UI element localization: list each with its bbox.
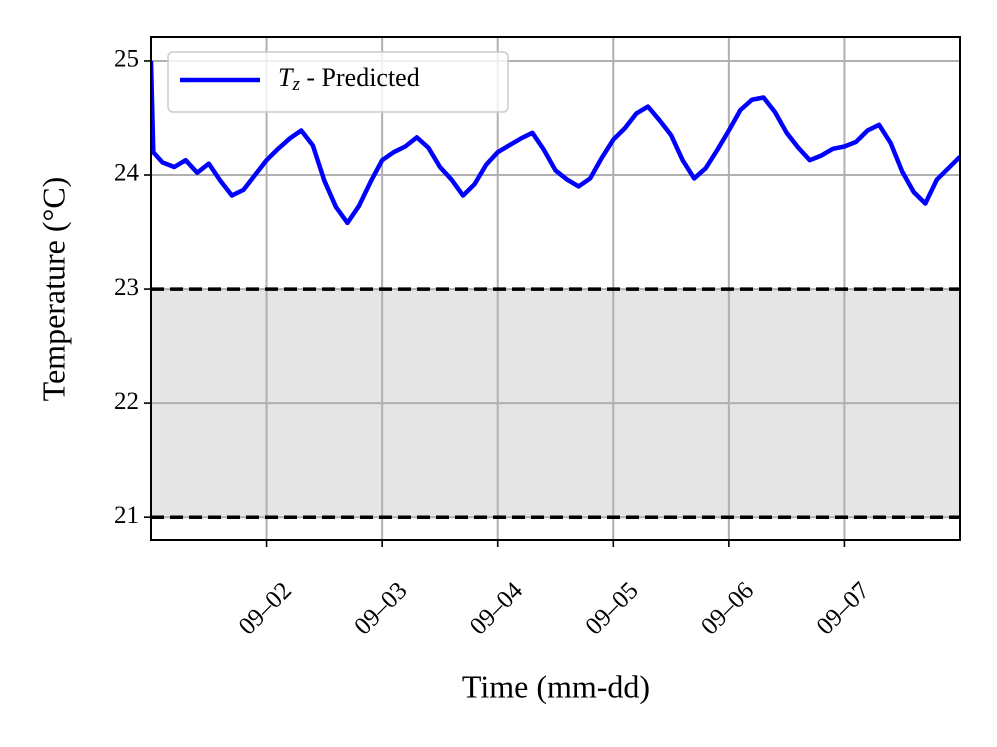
- y-tick-label: 21: [114, 502, 139, 529]
- x-tick-label: 09–02: [234, 577, 297, 640]
- legend-box: [167, 51, 509, 113]
- y-tick-label: 23: [114, 274, 139, 301]
- y-tick-label: 22: [114, 388, 139, 415]
- legend-label: Tz - Predicted: [278, 63, 420, 95]
- y-tick-label: 24: [114, 160, 140, 187]
- x-tick-label: 09–06: [696, 577, 759, 640]
- x-axis-label: Time (mm-dd): [462, 668, 650, 704]
- x-tick-label: 09–04: [465, 577, 529, 641]
- x-tick-label: 09–05: [580, 577, 643, 640]
- plot-frame: [150, 36, 961, 541]
- x-tick-label: 09–07: [812, 577, 875, 640]
- plot-series: [151, 60, 960, 226]
- x-tick-label: 09–03: [349, 577, 412, 640]
- data-line: [151, 60, 960, 226]
- y-axis-label: Temperature (°C): [35, 177, 71, 402]
- y-tick-label: 25: [114, 46, 139, 73]
